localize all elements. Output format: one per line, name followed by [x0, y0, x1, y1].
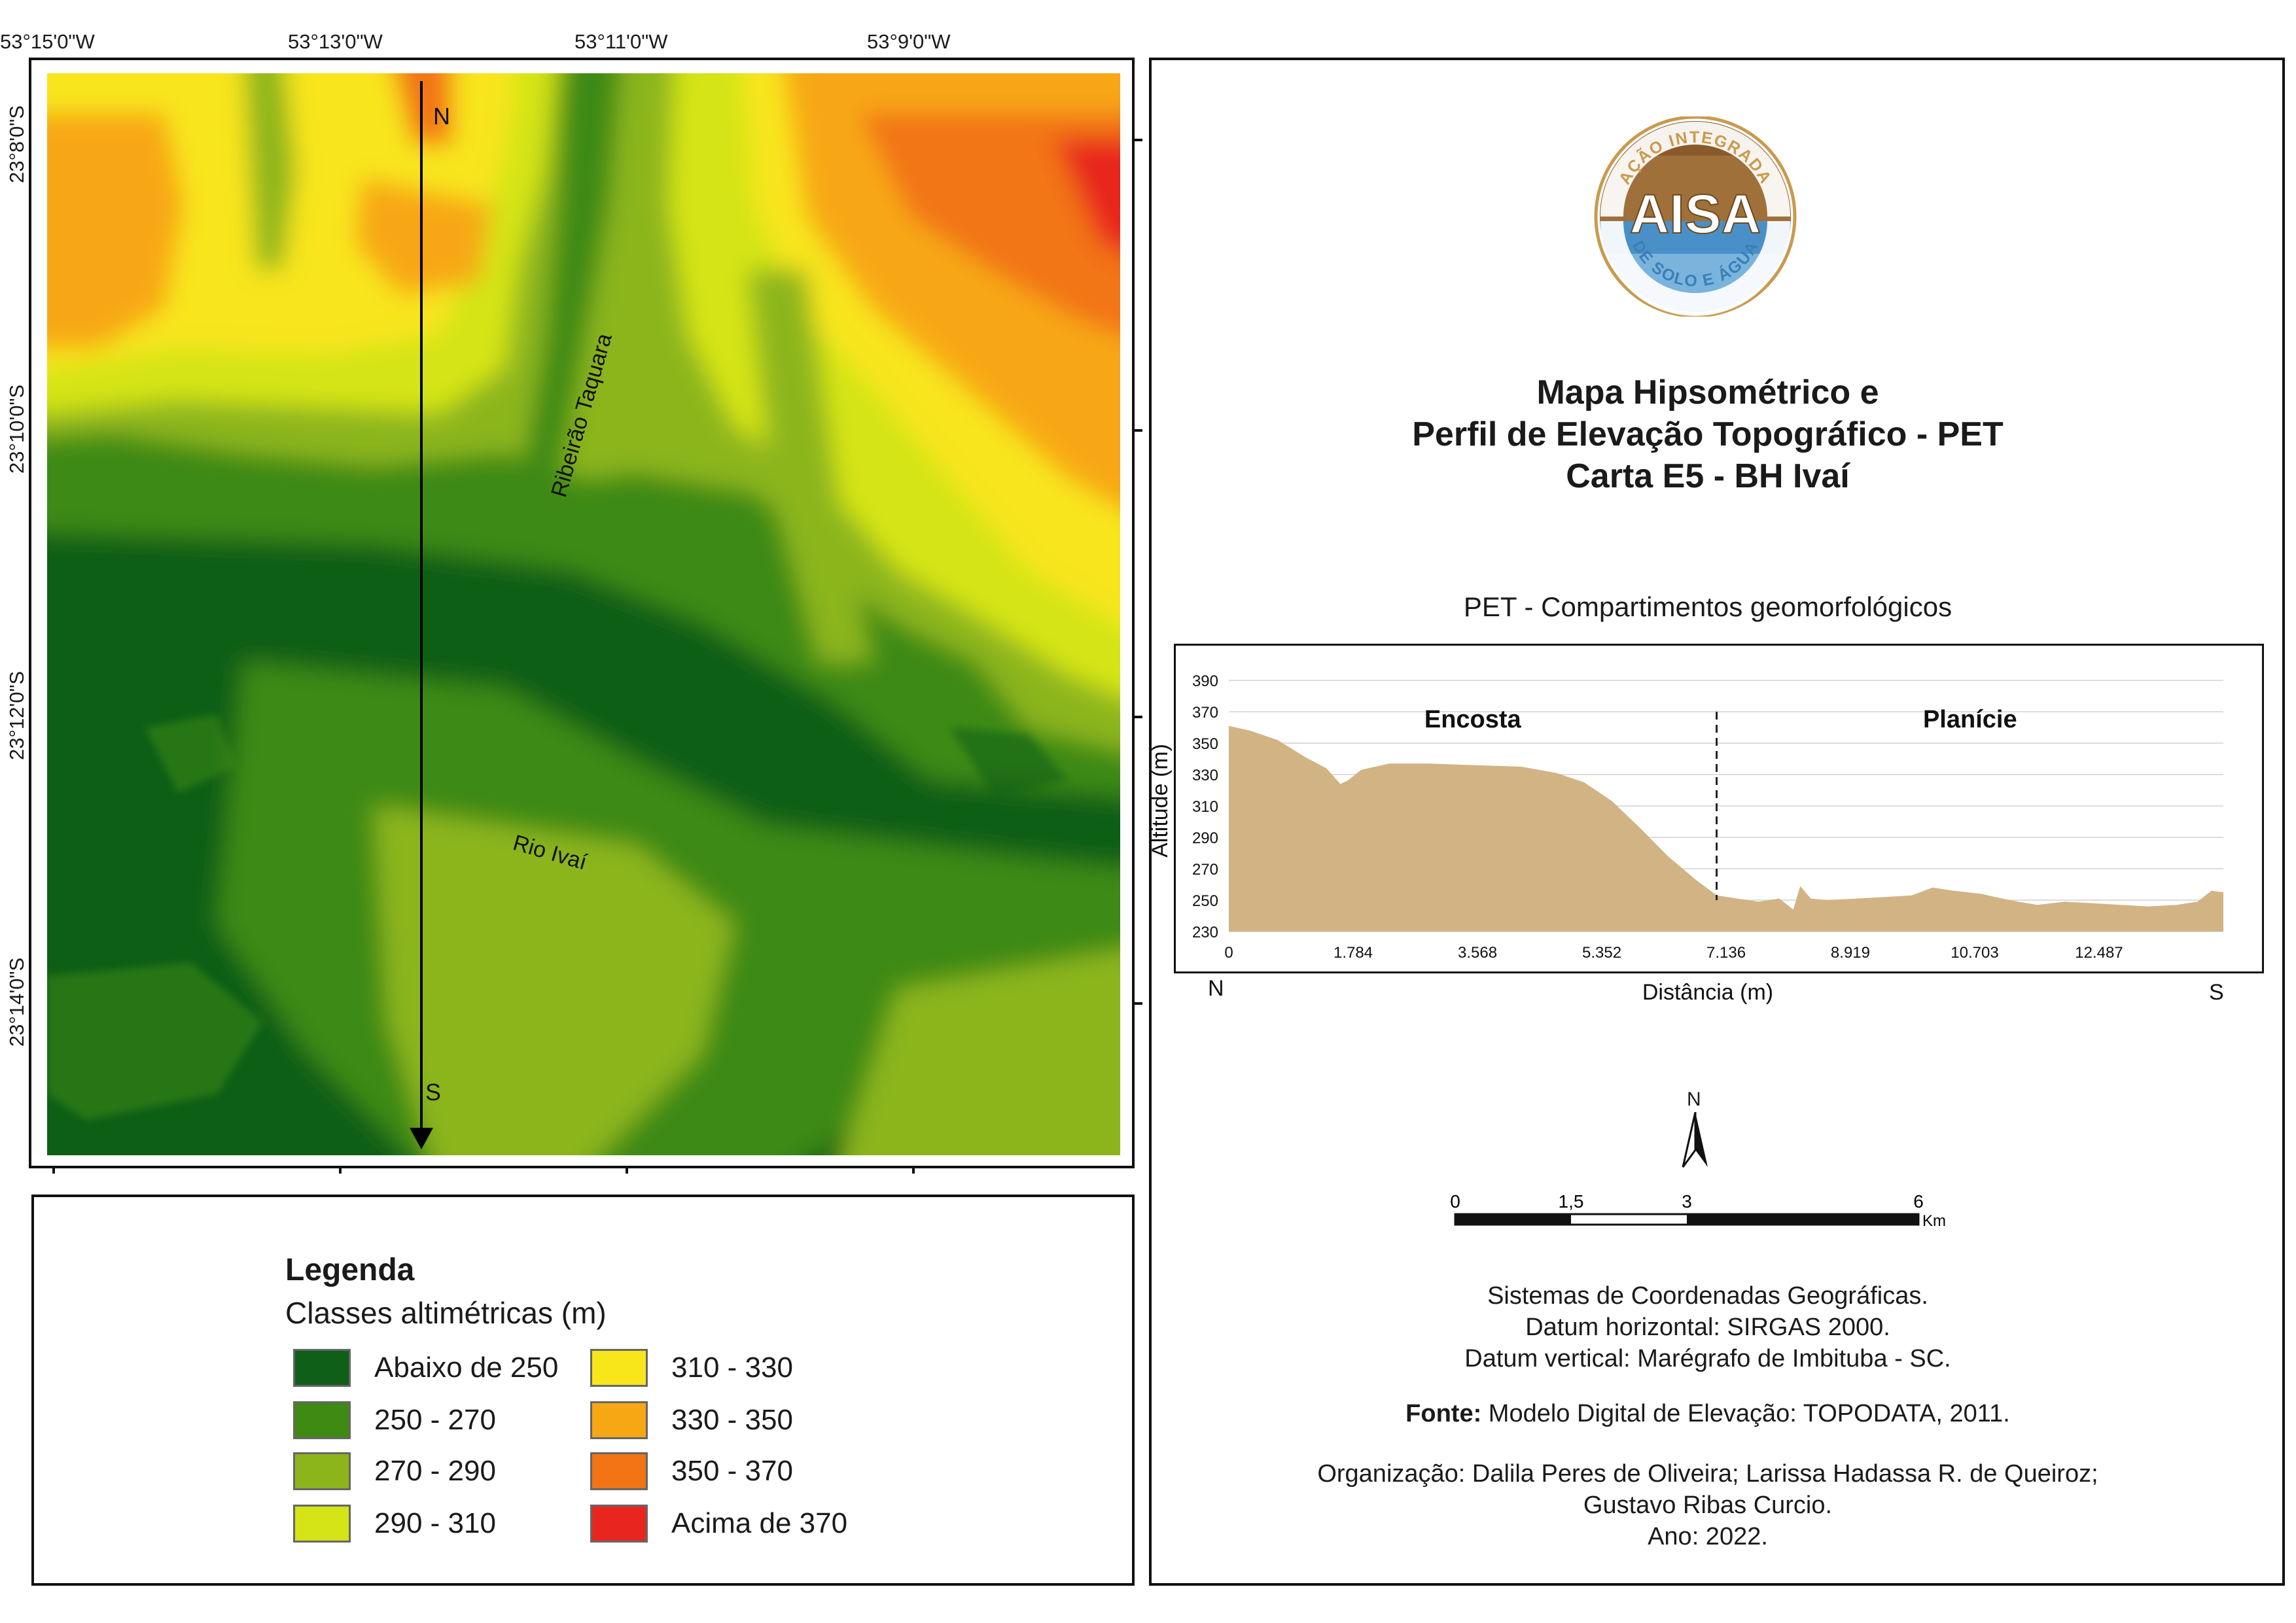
profile-chart-start-label: N [1208, 976, 1224, 1001]
latitude-label: 23°12'0"S [5, 671, 28, 760]
organization-text-2: Gustavo Ribas Curcio. [1583, 1492, 1833, 1519]
legend-panel: Legenda Classes altimétricas (m) Abaixo … [31, 1195, 1135, 1586]
elevation-area [1229, 725, 2223, 932]
region-label-planicie: Planície [1923, 706, 2017, 733]
legend-label: 270 - 290 [374, 1455, 496, 1487]
latitude-label: 23°14'0"S [5, 957, 28, 1047]
hypsometric-map: N S Ribeirão Taquara Rio Ivaí [47, 73, 1120, 1155]
y-tick-label: 270 [1192, 861, 1218, 879]
scale-unit: Km [1922, 1212, 1946, 1230]
logo-main-text: AISA [1630, 183, 1761, 245]
x-tick-label: 8.919 [1831, 944, 1870, 962]
longitude-label: 53°13'0"W [288, 30, 383, 53]
scale-label: 6 [1913, 1191, 1924, 1212]
scale-label: 0 [1450, 1191, 1460, 1212]
x-tick-label: 5.352 [1582, 944, 1621, 962]
y-tick-label: 230 [1192, 924, 1218, 941]
map-title-line3: Carta E5 - BH Ivaí [1566, 457, 1850, 495]
x-tick-label: 0 [1224, 944, 1233, 962]
organization-text-1: Organização: Dalila Peres de Oliveira; L… [1317, 1460, 2098, 1488]
source-label: Fonte: [1405, 1400, 1482, 1427]
profile-end-label: S [425, 1079, 441, 1106]
x-tick-label: 12.487 [2075, 944, 2123, 962]
legend-swatch [293, 1401, 351, 1439]
y-tick-label: 310 [1192, 798, 1218, 816]
legend-subtitle: Classes altimétricas (m) [285, 1296, 607, 1330]
legend-swatch [590, 1505, 648, 1543]
scale-label: 3 [1682, 1191, 1692, 1212]
y-tick-label: 350 [1192, 735, 1218, 753]
legend-label: 350 - 370 [671, 1455, 793, 1487]
source-value: Modelo Digital de Elevação: TOPODATA, 20… [1481, 1400, 2010, 1427]
legend-label: Abaixo de 250 [374, 1352, 559, 1384]
legend-label: Acima de 370 [671, 1507, 848, 1539]
legend-label: 250 - 270 [374, 1404, 496, 1436]
legend-swatch [590, 1401, 648, 1439]
map-frame: N S Ribeirão Taquara Rio Ivaí [29, 58, 1142, 1168]
y-tick-label: 330 [1192, 767, 1218, 784]
x-tick-label: 10.703 [1951, 944, 1998, 962]
aisa-logo: AÇÃO INTEGRADA DE SOLO E ÁGUA AISA [1594, 116, 1797, 317]
map-title-line1: Mapa Hipsométrico e [1536, 374, 1879, 411]
year-text: Ano: 2022. [1648, 1523, 1768, 1550]
y-tick-label: 290 [1192, 829, 1218, 847]
region-label-encosta: Encosta [1424, 706, 1522, 733]
datum-vertical-text: Datum vertical: Marégrafo de Imbituba - … [1464, 1345, 1951, 1372]
scale-bar: 0 1,5 3 6 Km [1450, 1191, 1946, 1230]
longitude-label: 53°11'0"W [574, 30, 668, 53]
legend-swatch [293, 1349, 351, 1387]
chart-title: PET - Compartimentos geomorfológicos [1463, 591, 1952, 622]
x-tick-label: 1.784 [1333, 944, 1373, 962]
x-axis-label: Distância (m) [1642, 980, 1773, 1005]
profile-start-label: N [433, 103, 450, 130]
legend-label: 310 - 330 [671, 1352, 793, 1384]
scale-label: 1,5 [1559, 1191, 1584, 1212]
profile-chart-end-label: S [2209, 980, 2224, 1005]
y-tick-label: 250 [1192, 892, 1218, 910]
x-tick-label: 7.136 [1706, 944, 1746, 962]
y-tick-label: 370 [1192, 704, 1218, 722]
legend-swatch [293, 1505, 351, 1543]
north-arrow-icon [1682, 1112, 1708, 1168]
legend-swatch [293, 1452, 351, 1490]
longitude-label: 53°15'0"W [0, 30, 95, 53]
x-tick-label: 3.568 [1458, 944, 1497, 962]
coordinate-system-text: Sistemas de Coordenadas Geográficas. [1487, 1282, 1928, 1310]
longitude-label: 53°9'0"W [867, 30, 951, 53]
legend-title: Legenda [285, 1253, 415, 1287]
y-axis-label: Altitude (m) [1148, 744, 1173, 858]
latitude-label: 23°8'0"S [5, 105, 28, 183]
map-title-line2: Perfil de Elevação Topográfico - PET [1412, 415, 2004, 453]
north-label: N [1687, 1089, 1701, 1110]
source-text: Fonte: Modelo Digital de Elevação: TOPOD… [1152, 1400, 2264, 1428]
legend-swatch [590, 1452, 648, 1490]
elevation-profile-chart: 230 250 270 290 310 330 350 370 390 0 1.784 3.568 5… [1148, 672, 2224, 1005]
legend-swatch [590, 1349, 648, 1387]
legend-label: 330 - 350 [671, 1404, 793, 1436]
legend-label: 290 - 310 [374, 1507, 496, 1539]
y-tick-label: 390 [1192, 672, 1218, 690]
datum-horizontal-text: Datum horizontal: SIRGAS 2000. [1525, 1314, 1890, 1341]
latitude-label: 23°10'0"S [5, 384, 28, 474]
